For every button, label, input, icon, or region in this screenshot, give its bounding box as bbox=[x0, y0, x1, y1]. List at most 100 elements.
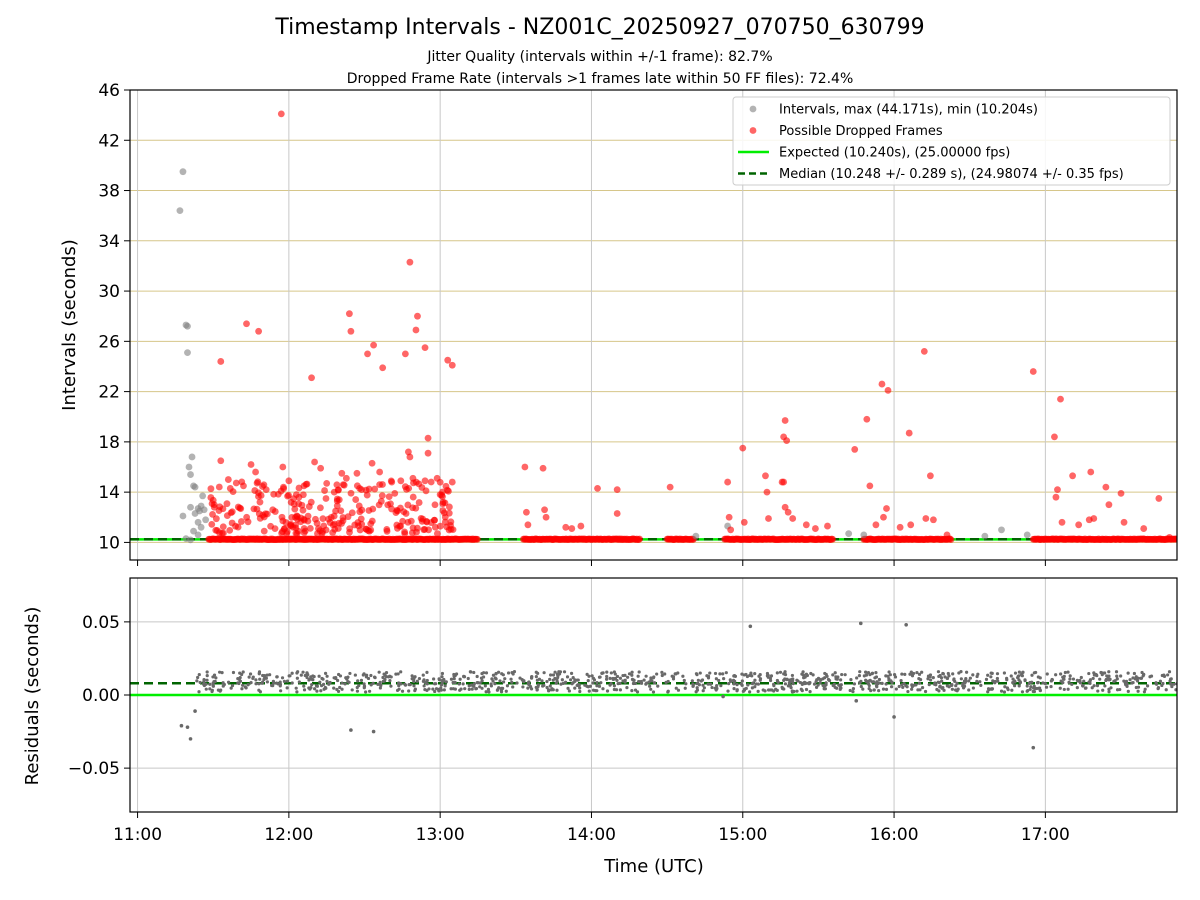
residual-point bbox=[204, 687, 208, 691]
residual-point bbox=[413, 687, 417, 691]
dropped-cluster-point bbox=[237, 505, 245, 512]
residual-point bbox=[800, 682, 804, 686]
dropped-frame-point bbox=[444, 356, 452, 364]
dropped-frame-point bbox=[781, 503, 789, 511]
dropped-frame-point bbox=[255, 327, 263, 335]
interval-point bbox=[185, 463, 193, 471]
residual-point bbox=[731, 678, 736, 682]
residual-point bbox=[912, 671, 916, 676]
baseline-dropped-point bbox=[947, 536, 955, 543]
residual-point bbox=[729, 679, 733, 684]
residual-point bbox=[1032, 671, 1036, 675]
dropped-cluster-point bbox=[404, 518, 412, 526]
dropped-cluster-point bbox=[408, 529, 416, 537]
dropped-frame-point bbox=[433, 474, 441, 482]
residual-point bbox=[478, 685, 482, 689]
residual-point bbox=[873, 676, 877, 680]
residual-point bbox=[1002, 690, 1007, 694]
residual-point bbox=[1132, 671, 1137, 676]
residual-point bbox=[452, 672, 456, 677]
dropped-frame-point bbox=[521, 463, 529, 471]
dropped-cluster-point bbox=[333, 495, 341, 503]
residual-point bbox=[967, 688, 971, 692]
dropped-cluster-point bbox=[304, 512, 312, 520]
residual-point bbox=[790, 689, 794, 693]
interval-point bbox=[179, 512, 187, 520]
dropped-frame-point bbox=[541, 506, 548, 514]
residual-point bbox=[536, 684, 540, 689]
residual-point bbox=[299, 673, 303, 677]
y-tick-label: −0.05 bbox=[68, 759, 120, 779]
residual-point bbox=[852, 682, 857, 686]
residual-point bbox=[440, 681, 444, 685]
residual-point bbox=[560, 678, 564, 682]
residual-point bbox=[1126, 689, 1130, 693]
residual-outlier-point bbox=[349, 728, 353, 732]
residual-point bbox=[681, 674, 685, 678]
residual-point bbox=[888, 673, 892, 677]
residual-point bbox=[372, 675, 377, 679]
residual-point bbox=[216, 688, 220, 692]
dropped-frame-point bbox=[323, 479, 331, 487]
residual-point bbox=[279, 689, 283, 693]
dropped-frame-point bbox=[1155, 495, 1163, 502]
dropped-cluster-point bbox=[280, 483, 287, 491]
residual-point bbox=[839, 686, 843, 690]
residual-point bbox=[240, 672, 244, 677]
residual-point bbox=[501, 673, 505, 677]
residual-point bbox=[295, 671, 299, 675]
residual-point bbox=[690, 679, 694, 683]
dropped-frame-point bbox=[883, 505, 890, 512]
residual-point bbox=[714, 688, 718, 692]
residual-point bbox=[1084, 686, 1088, 690]
residual-point bbox=[494, 671, 498, 676]
dropped-cluster-point bbox=[355, 522, 362, 530]
dropped-frame-point bbox=[293, 491, 300, 499]
dropped-cluster-point bbox=[378, 492, 386, 500]
residual-point bbox=[210, 689, 214, 694]
residual-point bbox=[578, 686, 582, 690]
dropped-frame-point bbox=[1102, 483, 1110, 491]
residual-point bbox=[378, 686, 383, 690]
y-tick-label: 10 bbox=[98, 533, 120, 553]
residual-point bbox=[1013, 684, 1017, 688]
dropped-cluster-point bbox=[399, 517, 407, 525]
residual-point bbox=[783, 673, 788, 677]
dropped-frame-point bbox=[406, 258, 414, 266]
residual-point bbox=[555, 688, 559, 692]
residual-point bbox=[986, 673, 990, 677]
residual-point bbox=[378, 682, 383, 687]
residual-point bbox=[990, 671, 994, 675]
residual-point bbox=[1142, 690, 1147, 694]
interval-point bbox=[194, 531, 202, 539]
residual-point bbox=[954, 684, 958, 688]
residual-point bbox=[735, 688, 739, 692]
dropped-cluster-point bbox=[316, 504, 324, 512]
residual-point bbox=[1162, 674, 1167, 678]
residual-point bbox=[599, 681, 603, 685]
dropped-frame-point bbox=[783, 437, 791, 445]
residual-point bbox=[319, 689, 323, 693]
residual-point bbox=[1067, 680, 1071, 684]
residual-point bbox=[935, 687, 939, 692]
baseline-dropped-point bbox=[473, 535, 481, 543]
residual-point bbox=[557, 670, 561, 674]
residual-point bbox=[542, 683, 546, 687]
residual-point bbox=[701, 683, 705, 687]
dropped-frame-point bbox=[414, 312, 421, 320]
legend-item-label: Possible Dropped Frames bbox=[779, 124, 943, 139]
interval-point bbox=[197, 523, 205, 531]
x-tick-label: 15:00 bbox=[718, 825, 767, 845]
residual-point bbox=[320, 676, 324, 681]
dropped-cluster-point bbox=[348, 509, 356, 517]
residual-point bbox=[649, 676, 653, 680]
residual-point bbox=[945, 676, 950, 680]
residual-point bbox=[710, 685, 714, 690]
dropped-frame-point bbox=[866, 482, 874, 490]
residual-point bbox=[417, 676, 422, 681]
residual-point bbox=[664, 680, 668, 684]
dropped-cluster-point bbox=[219, 529, 227, 537]
residual-point bbox=[440, 675, 444, 679]
residual-point bbox=[802, 676, 806, 680]
dropped-frame-point bbox=[523, 508, 530, 516]
